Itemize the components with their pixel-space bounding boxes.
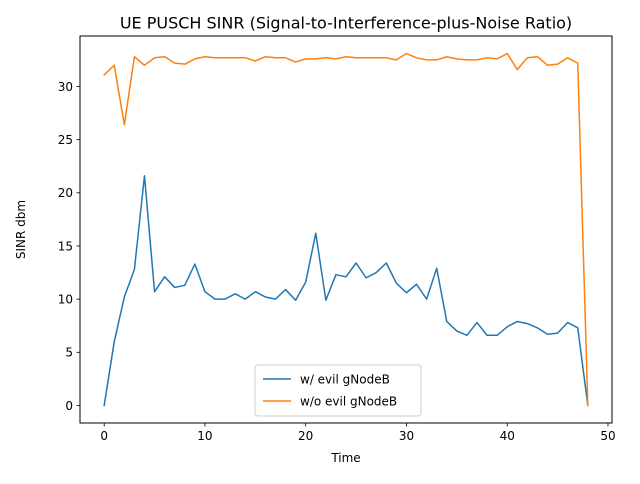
x-tick-label: 30	[399, 429, 414, 443]
y-tick-label: 0	[65, 399, 73, 413]
x-tick-label: 0	[100, 429, 108, 443]
x-tick-label: 20	[298, 429, 313, 443]
series-line-w-evil-gnodeb	[103, 175, 589, 407]
y-tick-label: 30	[58, 80, 73, 94]
y-tick-label: 5	[65, 346, 73, 360]
series-layer	[103, 52, 589, 407]
x-axis-label: Time	[330, 451, 360, 465]
legend-box	[254, 364, 422, 417]
legend-label-wo-evil: w/o evil gNodeB	[300, 395, 397, 409]
legend-label-w-evil: w/ evil gNodeB	[300, 373, 390, 387]
y-tick-label: 25	[58, 133, 73, 147]
x-tick-label: 10	[197, 429, 212, 443]
x-axis-ticks: 0 10 20 30 40 50	[100, 423, 616, 443]
legend: w/ evil gNodeB w/o evil gNodeB	[254, 364, 422, 417]
x-tick-label: 50	[600, 429, 615, 443]
y-tick-label: 20	[58, 186, 73, 200]
x-tick-label: 40	[500, 429, 515, 443]
plot-frame	[79, 35, 613, 424]
chart-title: UE PUSCH SINR (Signal-to-Interference-pl…	[120, 14, 572, 33]
y-tick-label: 10	[58, 292, 73, 306]
series-line-w-o-evil-gnodeb	[103, 52, 589, 407]
y-axis-label: SINR dbm	[14, 200, 28, 259]
y-axis-ticks: 0 5 10 15 20 25 30	[58, 80, 80, 413]
y-tick-label: 15	[58, 239, 73, 253]
